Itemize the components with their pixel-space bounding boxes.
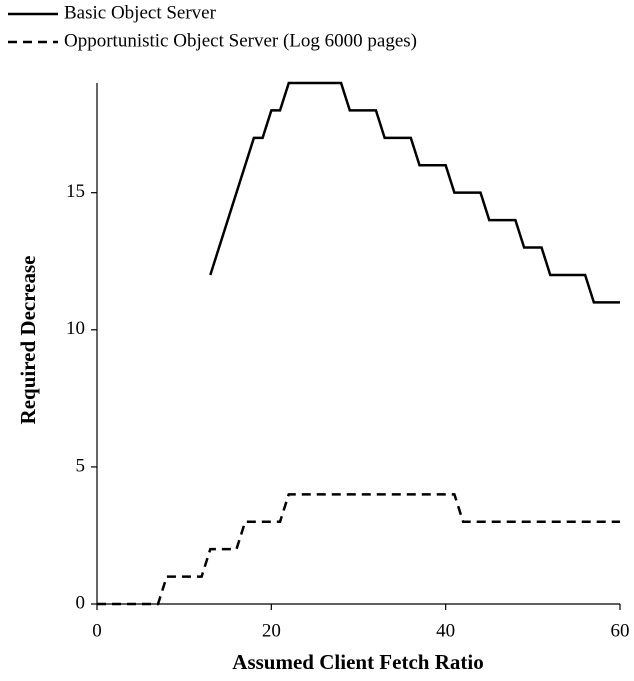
x-tick-label: 60 <box>611 620 630 641</box>
x-tick-label: 20 <box>262 620 281 641</box>
y-tick-label: 15 <box>66 181 85 202</box>
x-tick-label: 40 <box>436 620 455 641</box>
y-tick-label: 5 <box>76 455 86 476</box>
legend-label: Opportunistic Object Server (Log 6000 pa… <box>64 30 417 51</box>
x-tick-label: 0 <box>92 620 102 641</box>
line-series <box>209 81 620 304</box>
y-tick-label: 0 <box>76 592 86 613</box>
line-series <box>97 493 620 606</box>
y-tick-label: 10 <box>66 318 85 339</box>
x-axis-label: Assumed Client Fetch Ratio <box>232 650 483 674</box>
y-axis-label: Required Decrease <box>16 256 40 425</box>
legend-label: Basic Object Server <box>64 2 217 23</box>
